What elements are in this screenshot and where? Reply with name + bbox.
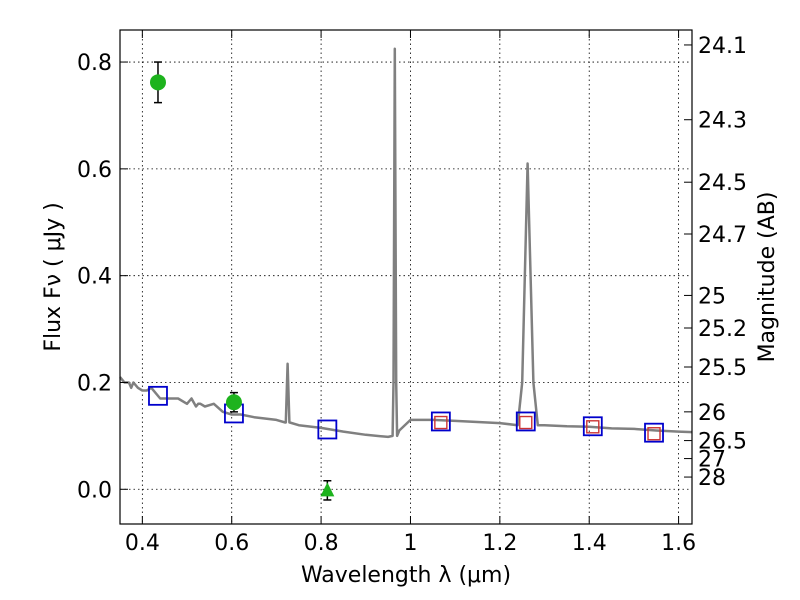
axis-ticks: 0.4 0.6 0.8 1 1.2 1.4 1.6 0.0 0.2 0.4 0.6 0.8 24.1 24… xyxy=(77,30,747,556)
model-red-square-marker xyxy=(647,427,661,441)
magnitude-tick-label: 28 xyxy=(698,466,726,491)
magnitude-tick-label: 26 xyxy=(698,401,726,426)
model-blue-square-marker xyxy=(317,419,338,440)
x-tick-label: 0.4 xyxy=(125,531,160,556)
magnitude-tick-label: 24.1 xyxy=(698,34,747,59)
y-axis-label: Flux Fν ( μJy ) xyxy=(41,202,66,351)
y-tick-label: 0.2 xyxy=(77,371,112,396)
y-tick-label: 0.6 xyxy=(77,158,112,183)
magnitude-tick-label: 24.7 xyxy=(698,223,747,248)
x-tick-label: 0.6 xyxy=(214,531,249,556)
y-tick-label: 0.0 xyxy=(77,478,112,503)
model-photometry-series xyxy=(148,385,664,443)
magnitude-tick-label: 25 xyxy=(698,284,726,309)
model-blue-square-marker xyxy=(644,422,664,443)
model-red-square-marker xyxy=(586,420,600,434)
grid-lines xyxy=(120,30,692,524)
observed-point-marker xyxy=(225,394,242,411)
observed-point-marker xyxy=(149,74,166,91)
model-red-square-marker xyxy=(434,415,448,430)
x-tick-label: 1.4 xyxy=(572,531,607,556)
magnitude-tick-label: 24.3 xyxy=(698,109,747,134)
model-blue-square-marker xyxy=(582,416,603,437)
x-tick-label: 1.2 xyxy=(482,531,517,556)
model-blue-square-marker xyxy=(515,411,536,432)
magnitude-tick-label: 24.5 xyxy=(698,171,747,196)
x-tick-label: 1.6 xyxy=(661,531,696,556)
x-tick-label: 1 xyxy=(403,531,417,556)
magnitude-tick-label: 25.2 xyxy=(698,317,747,342)
spectrum-series xyxy=(119,47,693,439)
x-tick-label: 0.8 xyxy=(304,531,339,556)
model-red-square-marker xyxy=(519,415,533,430)
spectrum-line xyxy=(119,47,693,439)
magnitude-tick-label: 25.5 xyxy=(698,356,747,381)
magnitude-tick-label: 27 xyxy=(698,448,726,473)
observed-photometry-series xyxy=(149,61,335,501)
observed-upper-limit-marker xyxy=(320,482,335,497)
model-blue-square-marker xyxy=(148,385,168,406)
model-blue-square-marker xyxy=(430,411,451,432)
y-tick-label: 0.8 xyxy=(77,51,112,76)
x-axis-label: Wavelength λ (μm) xyxy=(301,563,511,588)
magnitude-tick-label: 26.5 xyxy=(698,430,747,455)
right-y-axis-label: Magnitude (AB) xyxy=(755,192,780,363)
plot-frame xyxy=(119,29,693,525)
y-tick-label: 0.4 xyxy=(77,265,112,290)
